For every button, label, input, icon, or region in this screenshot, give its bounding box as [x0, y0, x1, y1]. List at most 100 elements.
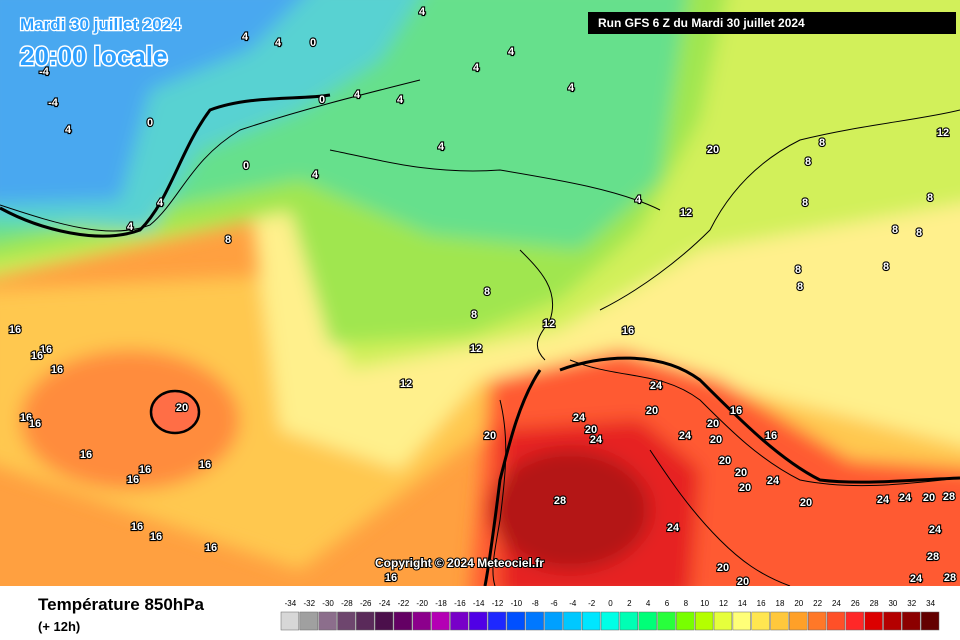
contour-label: 24 [899, 492, 912, 504]
scale-label: -24 [379, 599, 391, 608]
scale-swatch [657, 611, 676, 631]
contour-label: 24 [910, 573, 923, 585]
contour-label: 16 [29, 418, 41, 430]
contour-label: 0 [310, 37, 316, 49]
contour-label: 4 [242, 31, 249, 43]
footer-title: Température 850hPa [38, 595, 205, 614]
contour-label: 28 [944, 572, 956, 584]
contour-label: 24 [679, 430, 692, 442]
contour-label: 4 [635, 194, 642, 206]
contour-label: 8 [471, 309, 477, 321]
contour-label: 4 [65, 124, 72, 136]
contour-label: 28 [943, 491, 955, 503]
contour-label: 12 [937, 127, 949, 139]
scale-label: -14 [473, 599, 485, 608]
scale-label: 14 [738, 599, 747, 608]
scale-label: -16 [454, 599, 466, 608]
scale-swatch [299, 611, 318, 631]
contour-label: 8 [892, 224, 898, 236]
scale-swatch [807, 611, 827, 631]
scale-label: -2 [588, 599, 596, 608]
time-title: 20:00 locale [20, 41, 167, 71]
footer-lead: (+ 12h) [38, 619, 80, 634]
contour-label: 16 [139, 464, 151, 476]
scale-swatch [374, 611, 394, 631]
copyright: Copyright © 2024 Meteociel.fr [375, 556, 544, 570]
contour-label: 20 [739, 482, 751, 494]
scale-label: -8 [532, 599, 540, 608]
contour-label: 20 [707, 418, 719, 430]
scale-swatch [450, 611, 469, 631]
date-title: Mardi 30 juillet 2024 [20, 15, 181, 34]
scale-label: -26 [360, 599, 372, 608]
contour-label: 20 [800, 497, 812, 509]
contour-label: 20 [646, 405, 658, 417]
scale-swatch [770, 611, 789, 631]
contour-label: 16 [127, 474, 139, 486]
scale-label: 28 [870, 599, 879, 608]
contour-label: 0 [147, 117, 153, 129]
contour-label: 20 [719, 455, 731, 467]
contour-label: 4 [568, 82, 575, 94]
scale-label: -12 [492, 599, 504, 608]
contour-label: 16 [9, 324, 21, 336]
scale-swatch [732, 611, 751, 631]
contour-label: 16 [150, 531, 162, 543]
contour-label: 28 [554, 495, 566, 507]
contour-label: 16 [131, 521, 143, 533]
contour-label: 12 [470, 343, 482, 355]
scale-swatch [638, 611, 657, 631]
scale-swatch [676, 611, 695, 631]
contour-label: 20 [484, 430, 496, 442]
contour-label: 16 [51, 364, 63, 376]
scale-label: -32 [303, 599, 315, 608]
scale-label: 26 [851, 599, 860, 608]
scale-label: 4 [646, 599, 651, 608]
scale-swatch [713, 611, 733, 631]
contour-label: 20 [707, 144, 719, 156]
contour-label: 16 [622, 325, 634, 337]
contour-label: 4 [312, 169, 319, 181]
contour-label: 20 [710, 434, 722, 446]
thick-contours [0, 93, 960, 586]
contour-label: 24 [877, 494, 890, 506]
scale-label: 32 [907, 599, 916, 608]
scale-swatch [864, 611, 883, 631]
scale-label: 22 [813, 599, 822, 608]
scale-swatch [694, 611, 714, 631]
color-scale: -34 -32 -30 -28 -26 -24 -22 -20 -18 -16 -14 -12 -10-… [280, 599, 940, 631]
contour-label: 24 [650, 380, 663, 392]
contour-label: 4 [419, 6, 426, 18]
run-info: Run GFS 6 Z du Mardi 30 juillet 2024 [598, 16, 805, 30]
contour-label: 20 [923, 492, 935, 504]
scale-label: 18 [776, 599, 785, 608]
contour-label: -4 [48, 97, 59, 109]
contour-20 [149, 389, 201, 435]
contour-label: 20 [585, 424, 597, 436]
contour-label: 0 [319, 94, 325, 106]
scale-label: -34 [285, 599, 297, 608]
scale-swatch [582, 611, 601, 631]
scale-label: -30 [322, 599, 334, 608]
scale-label: -6 [550, 599, 558, 608]
contour-label: 8 [819, 137, 825, 149]
contour-label: 4 [473, 62, 480, 74]
contour-label: 4 [157, 197, 164, 209]
scale-swatch [280, 611, 300, 631]
contour-label: 20 [735, 467, 747, 479]
scale-swatch [920, 611, 940, 631]
scale-swatch [619, 611, 638, 631]
contour-label: 8 [797, 281, 803, 293]
scale-label: -10 [511, 599, 523, 608]
scale-label: -4 [569, 599, 577, 608]
scale-swatch [487, 611, 507, 631]
scale-label: 8 [684, 599, 689, 608]
contour-label: 24 [573, 412, 586, 424]
scale-swatch [883, 611, 902, 631]
contour-label: 8 [916, 227, 922, 239]
contour-label: 28 [927, 551, 939, 563]
contour-label: 16 [40, 344, 52, 356]
